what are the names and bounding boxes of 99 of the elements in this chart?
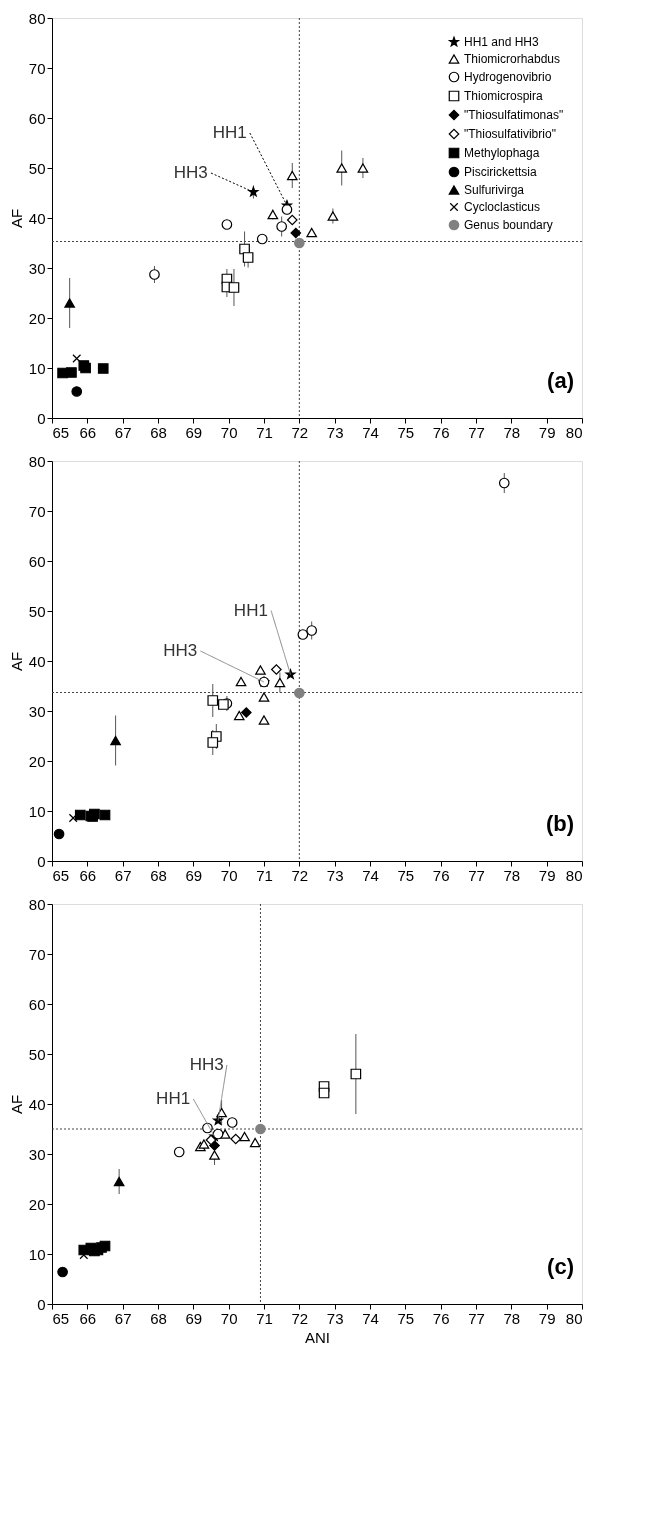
y-tick-label: 0 — [37, 852, 46, 870]
x-tick-label: 65 — [52, 423, 70, 441]
y-tick-label: 30 — [28, 259, 46, 277]
x-tick-label: 78 — [503, 866, 521, 884]
x-tick-label: 70 — [220, 866, 238, 884]
y-tick-label: 60 — [28, 552, 46, 570]
y-tick-label: 80 — [28, 9, 46, 27]
x-tick-label: 74 — [362, 866, 379, 884]
legend-label: Thiomicrorhabdus — [464, 52, 561, 66]
legend-label: Cycloclasticus — [464, 200, 541, 214]
legend-label: Methylophaga — [464, 146, 540, 160]
x-tick-label: 74 — [362, 1309, 379, 1327]
y-axis-title: AF — [7, 208, 25, 229]
x-tick-label: 76 — [432, 866, 450, 884]
y-tick-label: 40 — [28, 1095, 46, 1113]
y-tick-label: 50 — [28, 602, 46, 620]
y-tick-label: 30 — [28, 1145, 46, 1163]
x-tick-label: 80 — [565, 423, 583, 441]
x-tick-label: 75 — [397, 866, 415, 884]
y-tick-label: 0 — [37, 1295, 46, 1313]
legend-label: Piscirickettsia — [464, 165, 538, 179]
x-tick-label: 80 — [565, 866, 583, 884]
x-tick-label: 76 — [432, 1309, 450, 1327]
x-tick-label: 77 — [468, 1309, 485, 1327]
legend-label: "Thiosulfatimonas" — [464, 108, 564, 122]
y-tick-label: 40 — [28, 652, 46, 670]
annotation: HH3 — [189, 1055, 224, 1074]
y-tick-label: 40 — [28, 209, 46, 227]
annotation: HH1 — [233, 600, 268, 620]
legend-label: Thiomicrospira — [464, 89, 544, 103]
x-tick-label: 79 — [538, 1309, 556, 1327]
annotation: HH3 — [163, 641, 198, 660]
x-tick-label: 69 — [185, 1309, 203, 1327]
annotation: (b) — [545, 811, 574, 836]
x-tick-label: 75 — [397, 1309, 415, 1327]
y-tick-label: 70 — [28, 945, 46, 963]
y-tick-label: 70 — [28, 502, 46, 520]
x-tick-label: 69 — [185, 866, 203, 884]
x-tick-label: 78 — [503, 423, 521, 441]
x-tick-label: 72 — [291, 866, 309, 884]
x-tick-label: 72 — [291, 423, 309, 441]
x-tick-label: 68 — [150, 1309, 167, 1327]
annotation: HH1 — [212, 123, 247, 142]
y-tick-label: 60 — [28, 109, 46, 127]
y-tick-label: 20 — [28, 752, 46, 770]
x-tick-label: 66 — [79, 423, 97, 441]
y-tick-label: 20 — [28, 1195, 46, 1213]
x-tick-label: 73 — [326, 1309, 344, 1327]
x-tick-label: 65 — [52, 1309, 70, 1327]
x-tick-label: 70 — [220, 1309, 238, 1327]
x-tick-label: 76 — [432, 423, 450, 441]
legend-label: Genus boundary — [464, 218, 553, 232]
y-tick-label: 0 — [37, 409, 46, 427]
y-tick-label: 50 — [28, 1045, 46, 1063]
x-tick-label: 72 — [291, 1309, 309, 1327]
y-tick-label: 10 — [28, 802, 46, 820]
y-tick-label: 10 — [28, 359, 46, 377]
legend-label: Sulfurivirga — [464, 183, 525, 197]
x-tick-label: 77 — [468, 866, 485, 884]
x-tick-label: 74 — [362, 423, 379, 441]
x-tick-label: 71 — [256, 423, 273, 441]
annotation: (c) — [547, 1254, 574, 1279]
x-tick-label: 79 — [538, 866, 556, 884]
y-tick-label: 60 — [28, 995, 46, 1013]
legend-label: Hydrogenovibrio — [464, 70, 552, 84]
x-tick-label: 71 — [256, 866, 273, 884]
y-tick-label: 70 — [28, 59, 46, 77]
y-tick-label: 80 — [28, 452, 46, 470]
x-tick-label: 78 — [503, 1309, 521, 1327]
x-tick-label: 79 — [538, 423, 556, 441]
x-tick-label: 67 — [114, 1309, 132, 1327]
legend-label: HH1 and HH3 — [464, 35, 540, 49]
y-tick-label: 20 — [28, 309, 46, 327]
x-tick-label: 73 — [326, 423, 344, 441]
x-tick-label: 67 — [114, 423, 132, 441]
y-tick-label: 80 — [28, 895, 46, 913]
x-tick-label: 73 — [326, 866, 344, 884]
x-tick-label: 77 — [468, 423, 485, 441]
x-tick-label: 68 — [150, 866, 167, 884]
legend-label: "Thiosulfativibrio" — [464, 127, 556, 141]
x-tick-label: 68 — [150, 423, 167, 441]
x-tick-label: 80 — [565, 1309, 583, 1327]
annotation: HH3 — [173, 163, 208, 182]
x-axis-title: ANI — [304, 1328, 331, 1346]
x-tick-label: 66 — [79, 1309, 97, 1327]
y-tick-label: 10 — [28, 1245, 46, 1263]
y-tick-label: 30 — [28, 702, 46, 720]
y-tick-label: 50 — [28, 159, 46, 177]
annotation: (a) — [547, 368, 574, 393]
x-tick-label: 66 — [79, 866, 97, 884]
x-tick-label: 69 — [185, 423, 203, 441]
x-tick-label: 67 — [114, 866, 132, 884]
y-axis-title: AF — [7, 1094, 25, 1115]
x-tick-label: 71 — [256, 1309, 273, 1327]
y-axis-title: AF — [7, 651, 25, 672]
x-tick-label: 75 — [397, 423, 415, 441]
x-tick-label: 65 — [52, 866, 70, 884]
annotation: HH1 — [156, 1089, 191, 1108]
x-tick-label: 70 — [220, 423, 238, 441]
